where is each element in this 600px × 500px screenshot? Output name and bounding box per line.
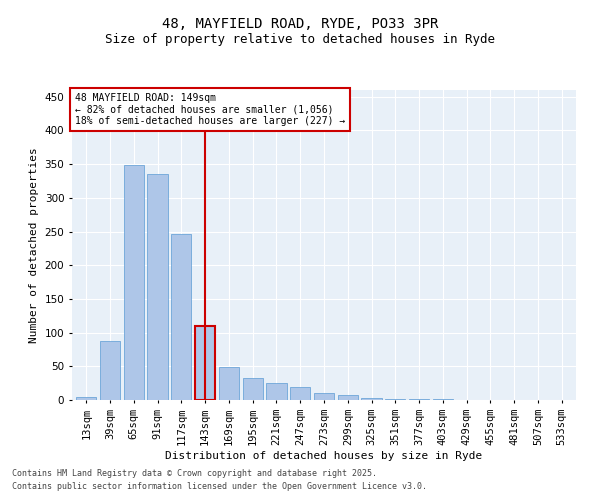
Text: Contains public sector information licensed under the Open Government Licence v3: Contains public sector information licen… [12, 482, 427, 491]
Bar [171, 234, 191, 400]
Bar [290, 387, 310, 400]
Bar [385, 398, 406, 400]
Bar [361, 398, 382, 400]
Bar [314, 394, 334, 400]
X-axis label: Distribution of detached houses by size in Ryde: Distribution of detached houses by size … [166, 450, 482, 460]
Bar [338, 394, 358, 400]
Bar [76, 396, 97, 400]
Bar [124, 166, 144, 400]
Bar [195, 326, 215, 400]
Bar [100, 340, 120, 400]
Text: Size of property relative to detached houses in Ryde: Size of property relative to detached ho… [105, 32, 495, 46]
Text: 48 MAYFIELD ROAD: 149sqm
← 82% of detached houses are smaller (1,056)
18% of sem: 48 MAYFIELD ROAD: 149sqm ← 82% of detach… [74, 93, 345, 126]
Text: Contains HM Land Registry data © Crown copyright and database right 2025.: Contains HM Land Registry data © Crown c… [12, 468, 377, 477]
Text: 48, MAYFIELD ROAD, RYDE, PO33 3PR: 48, MAYFIELD ROAD, RYDE, PO33 3PR [162, 18, 438, 32]
Bar [266, 383, 287, 400]
Bar [148, 174, 167, 400]
Y-axis label: Number of detached properties: Number of detached properties [29, 147, 39, 343]
Bar [219, 367, 239, 400]
Bar [242, 378, 263, 400]
